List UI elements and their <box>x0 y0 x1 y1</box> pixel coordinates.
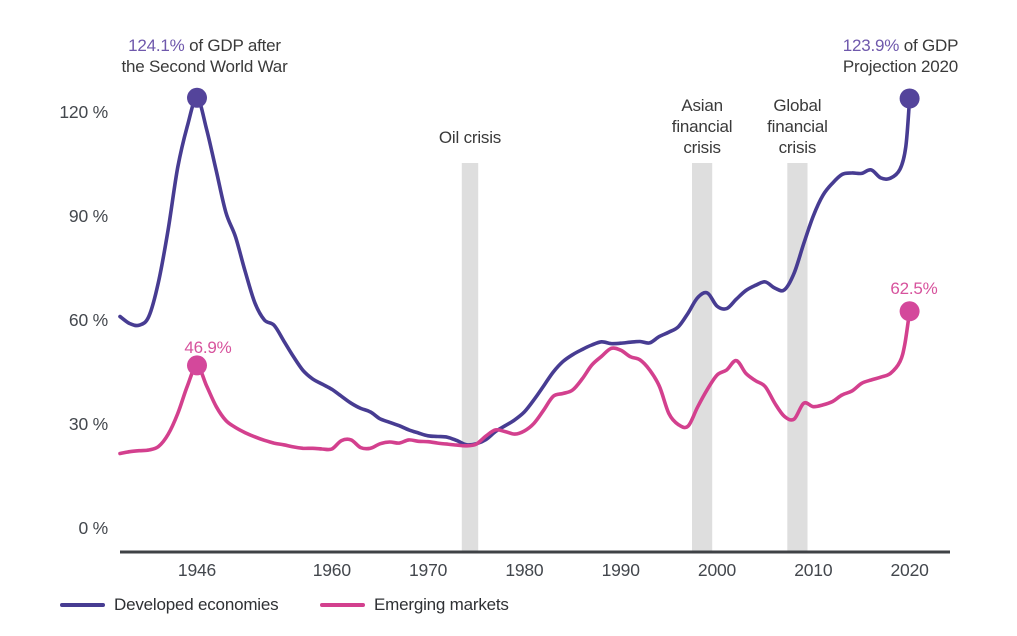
annotation-line-1: 123.9% of GDP <box>808 35 993 56</box>
y-tick-label: 30 % <box>68 413 108 434</box>
y-tick-label: 60 % <box>68 309 108 330</box>
annotation-line-2: the Second World War <box>121 57 288 76</box>
annotation-suffix: of GDP after <box>184 36 281 55</box>
legend-swatch-developed <box>60 602 105 607</box>
annotation-line-2: Projection 2020 <box>842 57 959 76</box>
x-tick-label: 2020 <box>890 560 929 580</box>
x-tick-label: 1990 <box>601 560 640 580</box>
event-band <box>692 163 713 552</box>
legend-label-emerging: Emerging markets <box>374 594 509 614</box>
event-label-asian-financial-crisis: Asian financial crisis <box>671 96 733 157</box>
x-tick-label: 2000 <box>697 560 737 580</box>
x-tick-label: 1970 <box>409 560 448 580</box>
annotation-value: 124.1% <box>128 36 185 55</box>
y-tick-label: 90 % <box>68 205 108 226</box>
event-band <box>461 163 479 552</box>
y-tick-label: 120 % <box>59 101 108 122</box>
legend-label-developed: Developed economies <box>114 594 279 614</box>
legend-item-developed-economies: Developed economies <box>60 594 279 614</box>
emerging-markets-line <box>118 309 912 456</box>
x-tick-label: 1946 <box>177 560 217 580</box>
event-label-oil-crisis: Oil crisis <box>438 128 502 147</box>
annotation-emerging-1946: 46.9% <box>184 338 232 357</box>
key-point-dot <box>187 87 207 108</box>
x-tick-label: 1960 <box>312 560 351 580</box>
annotation-emerging-2020: 62.5% <box>890 279 938 298</box>
developed-economies-line <box>118 96 912 447</box>
x-tick-label: 1980 <box>505 560 544 580</box>
annotation-developed-1946: 124.1% of GDP after the Second World War <box>112 35 297 77</box>
legend-swatch-emerging <box>320 602 365 607</box>
annotation-value: 123.9% <box>842 36 900 55</box>
y-tick-label: 0 % <box>78 517 108 538</box>
key-point-dot <box>899 301 920 322</box>
legend-item-emerging-markets: Emerging markets <box>320 595 509 614</box>
key-point-dot <box>187 355 207 376</box>
key-point-dot <box>899 88 920 109</box>
annotation-line-1: 124.1% of GDP after <box>112 35 297 56</box>
annotation-suffix: of GDP <box>899 36 959 55</box>
event-band <box>787 163 808 552</box>
event-label-global-financial-crisis: Global financial crisis <box>767 96 828 157</box>
annotation-developed-2020: 123.9% of GDP Projection 2020 <box>808 35 993 77</box>
x-tick-label: 2010 <box>794 560 833 580</box>
